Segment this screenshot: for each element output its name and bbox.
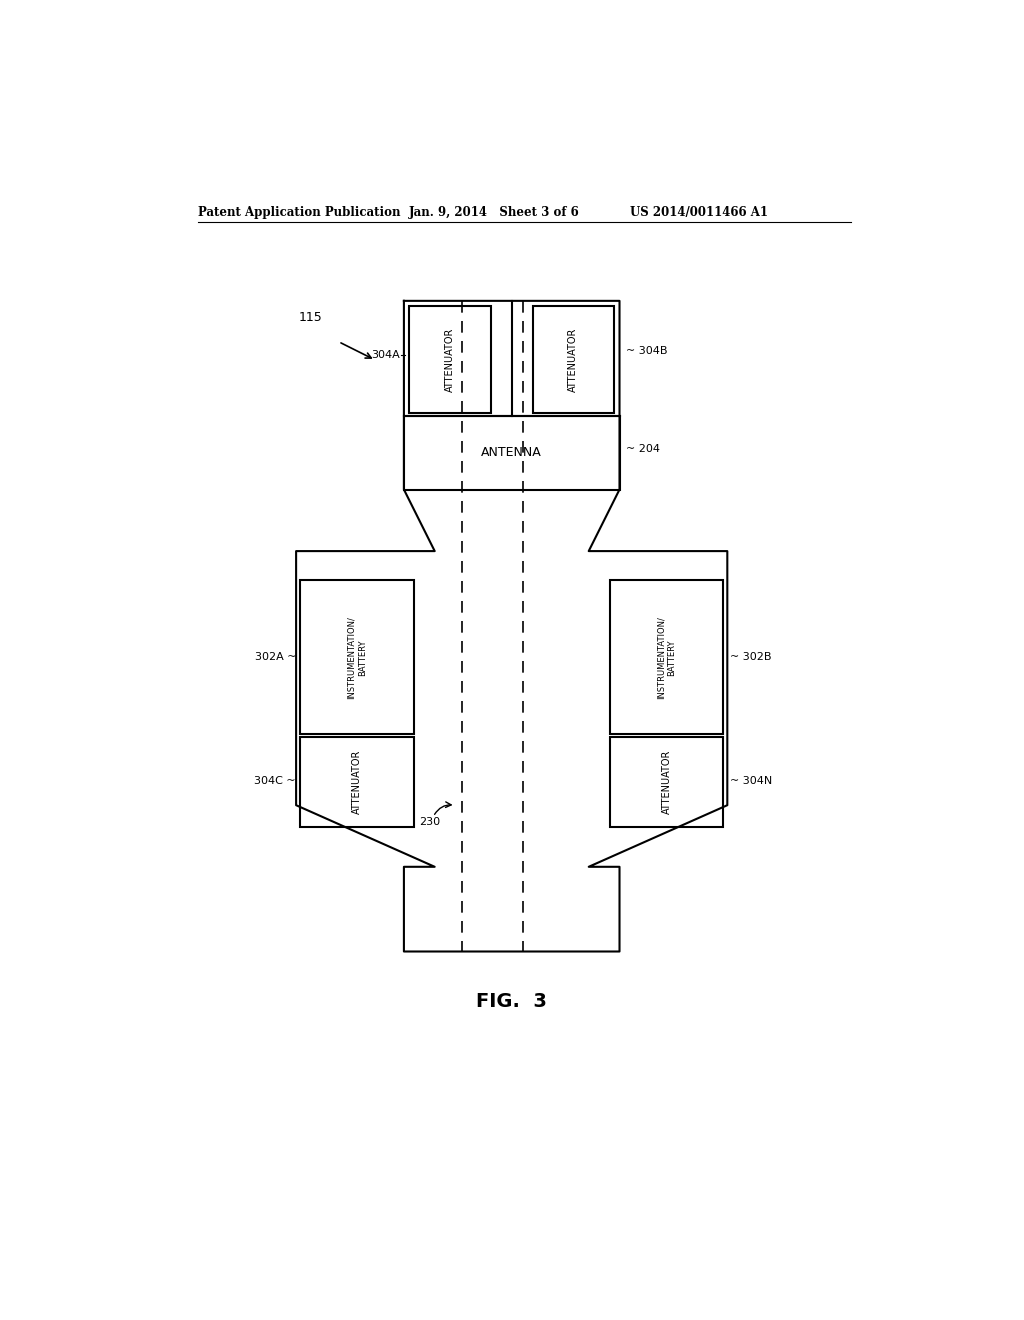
Text: ATTENUATOR: ATTENUATOR — [568, 327, 579, 392]
Text: 304A: 304A — [372, 350, 400, 360]
Bar — [300, 581, 414, 734]
Text: ATTENUATOR: ATTENUATOR — [445, 327, 455, 392]
Text: US 2014/0011466 A1: US 2014/0011466 A1 — [630, 206, 768, 219]
Text: FIG.  3: FIG. 3 — [476, 993, 547, 1011]
Text: 230: 230 — [419, 817, 440, 828]
Text: ANTENNA: ANTENNA — [481, 446, 542, 459]
Bar — [410, 306, 490, 412]
Text: ATTENUATOR: ATTENUATOR — [352, 750, 361, 814]
Text: 115: 115 — [298, 312, 323, 323]
Bar — [609, 581, 724, 734]
Text: ATTENUATOR: ATTENUATOR — [662, 750, 672, 814]
Text: INSTRUMENTATION/
BATTERY: INSTRUMENTATION/ BATTERY — [347, 616, 367, 698]
Text: ~ 304B: ~ 304B — [626, 346, 668, 356]
Bar — [403, 416, 620, 490]
Bar — [300, 738, 414, 826]
Text: ~ 204: ~ 204 — [626, 445, 659, 454]
Text: INSTRUMENTATION/
BATTERY: INSTRUMENTATION/ BATTERY — [656, 616, 677, 698]
Text: ~ 304N: ~ 304N — [730, 776, 772, 785]
Text: 302A ~: 302A ~ — [255, 652, 296, 663]
Text: Patent Application Publication: Patent Application Publication — [199, 206, 400, 219]
Bar — [532, 306, 614, 412]
Text: ~ 302B: ~ 302B — [730, 652, 771, 663]
Text: 304C ~: 304C ~ — [255, 776, 296, 785]
Bar — [609, 738, 724, 826]
Text: Jan. 9, 2014   Sheet 3 of 6: Jan. 9, 2014 Sheet 3 of 6 — [410, 206, 580, 219]
